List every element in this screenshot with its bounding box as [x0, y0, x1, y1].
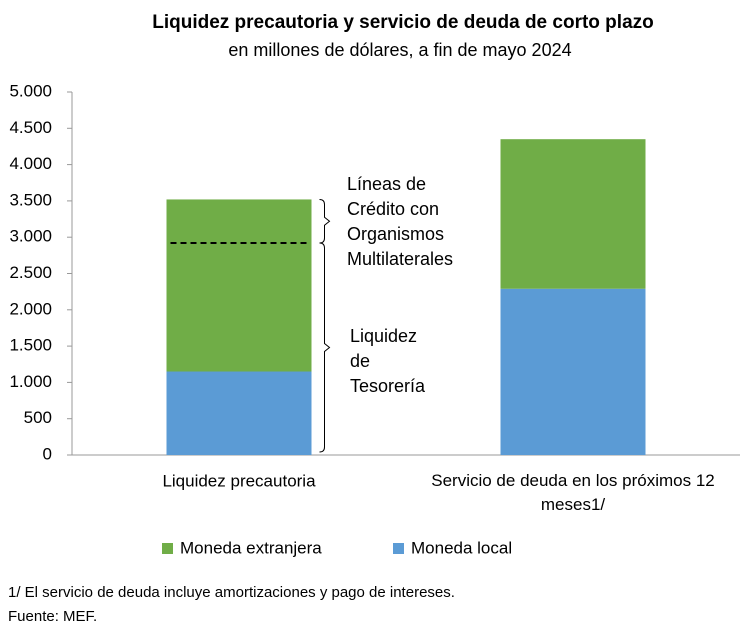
x-tick-label: Liquidez precautoria [162, 471, 316, 490]
y-tick-label: 500 [24, 408, 52, 427]
y-tick-label: 2.000 [9, 299, 52, 318]
y-tick-label: 2.500 [9, 263, 52, 282]
bar-segment [166, 371, 312, 455]
annotation: de [350, 351, 370, 371]
source: Fuente: MEF. [8, 608, 97, 625]
annotation: Liquidez [350, 326, 417, 346]
chart-title: Liquidez precautoria y servicio de deuda… [152, 12, 654, 33]
x-tick-label: Servicio de deuda en los próximos 12 mese… [431, 471, 715, 514]
y-tick-label: 3.000 [9, 227, 52, 246]
annotation: Tesorería [350, 376, 426, 396]
chart-subtitle: en millones de dólares, a fin de mayo 20… [228, 40, 571, 60]
annotation: Multilaterales [347, 249, 453, 269]
bracket [319, 198, 331, 244]
legend-swatch [162, 543, 173, 554]
bar-segment [166, 199, 312, 372]
annotation: Crédito con [347, 199, 439, 219]
legend-swatch [393, 543, 404, 554]
y-tick-label: 3.500 [9, 190, 52, 209]
y-tick-label: 1.000 [9, 372, 52, 391]
y-tick-label: 5.000 [9, 81, 52, 100]
footnote: 1/ El servicio de deuda incluye amortiza… [8, 584, 455, 601]
legend-label: Moneda local [411, 538, 512, 557]
legend-label: Moneda extranjera [180, 538, 322, 557]
annotation: Organismos [347, 224, 444, 244]
y-tick-label: 4.500 [9, 118, 52, 137]
bar-segment [500, 139, 646, 289]
y-tick-label: 1.500 [9, 336, 52, 355]
bracket [319, 242, 331, 453]
y-tick-label: 0 [43, 444, 52, 463]
annotation: Líneas de [347, 174, 426, 194]
y-tick-label: 4.000 [9, 154, 52, 173]
bar-segment [500, 288, 646, 455]
